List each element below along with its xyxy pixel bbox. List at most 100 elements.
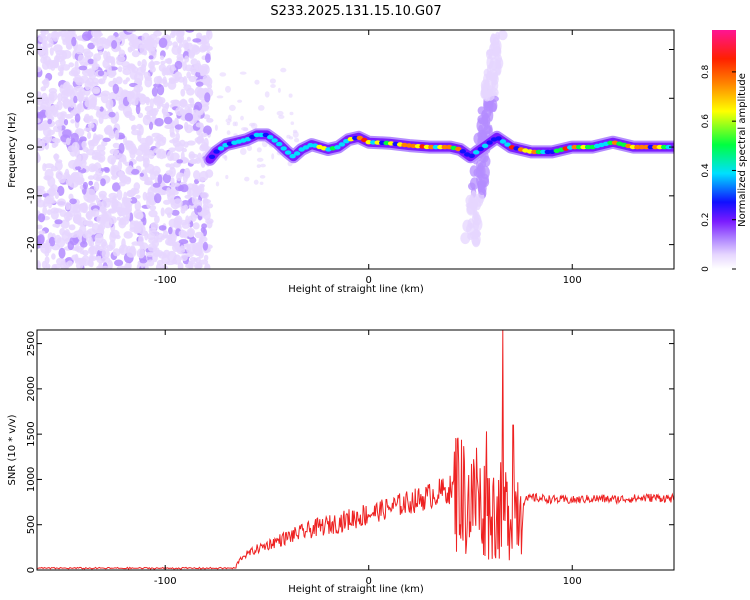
vertical-feature-speck bbox=[486, 64, 491, 77]
ridge-point bbox=[244, 137, 251, 142]
noise-speck bbox=[202, 241, 208, 251]
noise-speck bbox=[87, 58, 95, 65]
snr-x-tick-label: 100 bbox=[563, 576, 582, 587]
noise-speck bbox=[112, 248, 121, 257]
vertical-feature-speck bbox=[477, 180, 485, 191]
noise-speck bbox=[271, 153, 275, 160]
noise-speck bbox=[229, 104, 236, 111]
noise-speck bbox=[162, 173, 172, 184]
ridge-point bbox=[607, 140, 614, 145]
ridge-point bbox=[276, 141, 283, 147]
noise-speck bbox=[146, 37, 156, 48]
ridge-point bbox=[455, 146, 462, 152]
noise-speck bbox=[126, 249, 137, 258]
ridge-point bbox=[280, 146, 287, 151]
noise-speck bbox=[269, 78, 276, 84]
noise-speck bbox=[178, 239, 189, 245]
noise-speck bbox=[129, 197, 138, 204]
ridge-point bbox=[495, 136, 502, 141]
ridge-point bbox=[302, 145, 310, 150]
noise-speck bbox=[188, 159, 198, 164]
noise-speck bbox=[168, 226, 173, 235]
ridge-point bbox=[652, 144, 659, 150]
noise-speck bbox=[70, 132, 79, 144]
noise-speck bbox=[96, 42, 104, 51]
vertical-feature-speck bbox=[460, 232, 471, 245]
noise-speck bbox=[38, 35, 48, 43]
snr-y-tick-label: 1500 bbox=[26, 421, 37, 446]
noise-speck bbox=[130, 187, 137, 196]
noise-speck bbox=[118, 49, 126, 57]
noise-speck bbox=[99, 205, 106, 214]
noise-speck bbox=[165, 65, 170, 76]
noise-speck bbox=[89, 253, 94, 263]
noise-speck bbox=[200, 192, 209, 199]
frequency-ridge bbox=[203, 128, 674, 166]
ridge-point bbox=[656, 144, 663, 150]
noise-speck bbox=[214, 124, 218, 131]
noise-speck bbox=[258, 105, 265, 111]
noise-speck bbox=[136, 248, 146, 259]
noise-speck bbox=[144, 76, 152, 81]
noise-speck bbox=[54, 138, 61, 144]
ridge-point bbox=[473, 150, 480, 155]
noise-speck bbox=[60, 90, 69, 99]
noise-speck bbox=[118, 181, 126, 187]
noise-speck bbox=[108, 111, 116, 118]
noise-speck bbox=[108, 208, 115, 214]
noise-speck bbox=[154, 215, 160, 224]
noise-speck bbox=[172, 241, 178, 247]
noise-speck bbox=[50, 207, 59, 214]
ridge-point bbox=[356, 135, 363, 141]
noise-speck bbox=[142, 191, 148, 201]
noise-speck bbox=[91, 77, 100, 85]
noise-speck bbox=[178, 43, 184, 48]
noise-speck bbox=[125, 77, 130, 82]
noise-speck bbox=[216, 95, 224, 99]
ridge-point bbox=[629, 144, 637, 150]
noise-speck bbox=[152, 182, 161, 188]
ridge-point bbox=[217, 146, 225, 151]
noise-speck bbox=[180, 205, 187, 211]
noise-speck bbox=[56, 185, 65, 196]
noise-speck bbox=[151, 108, 159, 113]
noise-speck bbox=[64, 168, 70, 177]
noise-speck bbox=[85, 220, 91, 226]
noise-speck bbox=[206, 203, 214, 209]
noise-speck bbox=[264, 91, 270, 98]
colorbar-tick-label: 0 bbox=[701, 266, 711, 272]
noise-speck bbox=[126, 201, 131, 212]
noise-speck bbox=[101, 38, 111, 49]
noise-speck bbox=[45, 109, 50, 117]
noise-speck bbox=[202, 199, 211, 204]
ridge-point bbox=[584, 144, 592, 150]
ridge-point bbox=[499, 139, 507, 144]
noise-speck bbox=[101, 140, 108, 147]
noise-speck bbox=[42, 201, 49, 208]
noise-speck bbox=[54, 153, 59, 162]
noise-speck bbox=[144, 180, 154, 186]
noise-speck bbox=[206, 30, 211, 38]
noise-speck bbox=[130, 168, 140, 175]
spectrogram-y-ticks: -20 -10 0 10 20 bbox=[26, 43, 674, 253]
noise-speck bbox=[163, 116, 173, 125]
noise-speck bbox=[136, 86, 141, 97]
noise-speck bbox=[138, 94, 148, 103]
noise-speck bbox=[47, 118, 52, 125]
spectrogram-y-tick-label: -20 bbox=[26, 236, 37, 252]
noise-speck bbox=[290, 121, 295, 125]
noise-speck bbox=[94, 37, 104, 44]
noise-speck bbox=[123, 191, 128, 203]
noise-speck bbox=[74, 158, 80, 167]
noise-speck bbox=[203, 114, 211, 120]
noise-speck bbox=[127, 165, 133, 173]
noise-speck bbox=[199, 44, 208, 52]
ridge-point bbox=[428, 144, 435, 150]
ridge-point bbox=[634, 144, 641, 150]
noise-speck bbox=[150, 222, 159, 230]
noise-speck bbox=[189, 236, 197, 244]
noise-speck bbox=[166, 150, 174, 161]
ridge-point bbox=[267, 135, 274, 140]
noise-speck bbox=[176, 33, 185, 44]
noise-speck bbox=[77, 103, 82, 111]
